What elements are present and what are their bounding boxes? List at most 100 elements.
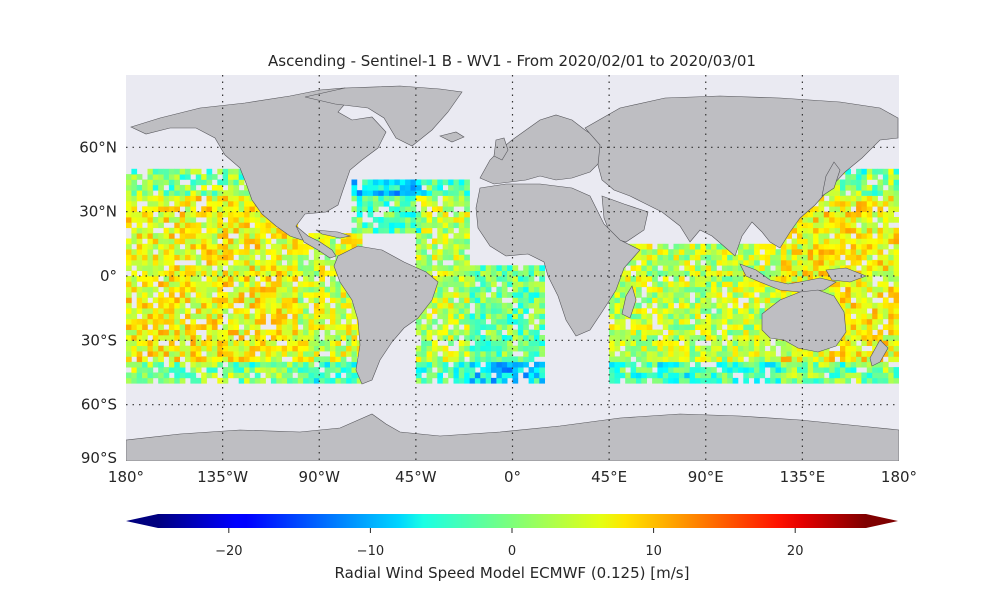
wind-cell [657,345,664,352]
wind-cell [351,335,358,341]
wind-cell [222,227,229,234]
wind-cell [668,356,674,363]
wind-cell [281,329,288,336]
wind-cell [158,179,164,186]
wind-cell [678,345,685,352]
wind-cell [732,259,739,266]
wind-cell [426,179,433,186]
wind-cell [442,361,449,368]
wind-cell [211,313,218,320]
wind-cell [716,286,723,293]
wind-cell [469,281,476,288]
wind-cell [244,324,250,330]
wind-cell [324,356,331,363]
wind-cell [657,329,664,336]
wind-cell [813,377,819,384]
wind-cell [228,335,234,341]
wind-cell [313,297,320,304]
wind-cell [738,324,744,330]
wind-cell [421,259,427,266]
wind-cell [695,351,701,357]
wind-cell [732,270,739,277]
colorbar: −20 −10 0 10 20 Radial Wind Speed Model ECMW… [126,514,898,582]
wind-cell [206,372,213,379]
wind-cell [238,179,245,186]
wind-cell [662,281,669,288]
wind-cell [657,270,664,277]
wind-cell [501,377,508,384]
wind-cell [705,313,712,320]
wind-cell [893,318,899,325]
wind-cell [185,372,191,379]
wind-cell [888,340,894,346]
wind-cell [888,329,894,336]
wind-cell [292,361,299,368]
wind-cell [662,335,669,341]
wind-cell [829,286,835,293]
wind-cell [641,249,647,255]
wind-cell [442,238,449,245]
wind-cell [840,179,846,186]
wind-cell [625,361,631,368]
wind-cell [340,335,347,341]
wind-cell [453,259,460,266]
wind-cell [222,259,229,266]
wind-cell [206,302,213,309]
wind-cell [415,345,422,352]
wind-cell [856,286,862,293]
wind-cell [668,270,674,277]
wind-cell [270,356,277,363]
wind-cell [405,200,411,207]
wind-cell [211,276,218,282]
wind-cell [743,335,749,341]
wind-cell [351,372,358,379]
wind-cell [453,249,460,255]
wind-cell [233,292,240,298]
wind-cell [678,356,685,363]
wind-cell [474,356,481,363]
wind-cell [458,254,465,261]
wind-cell [678,292,685,298]
wind-cell [469,324,476,330]
wind-cell [786,254,792,261]
wind-cell [340,367,347,373]
wind-cell [893,174,899,180]
wind-cell [421,340,427,346]
wind-cell [458,297,465,304]
wind-cell [480,318,486,325]
wind-cell [238,377,245,384]
wind-cell [721,308,728,314]
wind-cell [882,233,889,239]
wind-cell [614,372,621,379]
wind-cell [689,367,696,373]
wind-cell [464,281,470,288]
wind-cell [389,217,395,223]
wind-cell [619,276,626,282]
wind-cell [179,286,186,293]
wind-cell [319,377,325,384]
wind-cell [190,340,197,346]
wind-cell [458,243,465,250]
wind-cell [861,179,868,186]
wind-cell [448,265,454,271]
land-madagascar [621,285,637,319]
wind-cell [152,340,159,346]
wind-cell [791,254,798,261]
wind-cell [689,372,696,379]
wind-cell [856,259,862,266]
land-greenland [304,85,463,147]
wind-cell [168,335,175,341]
wind-cell [485,286,492,293]
wind-cell [142,276,148,282]
wind-cell [619,340,626,346]
wind-cell [238,249,245,255]
wind-cell [126,377,132,384]
wind-cell [174,335,180,341]
wind-cell [147,308,154,314]
wind-cell [491,351,497,357]
wind-cell [158,270,164,277]
wind-cell [464,308,470,314]
wind-cell [201,179,207,186]
wind-cell [201,184,207,191]
wind-cell [652,276,658,282]
